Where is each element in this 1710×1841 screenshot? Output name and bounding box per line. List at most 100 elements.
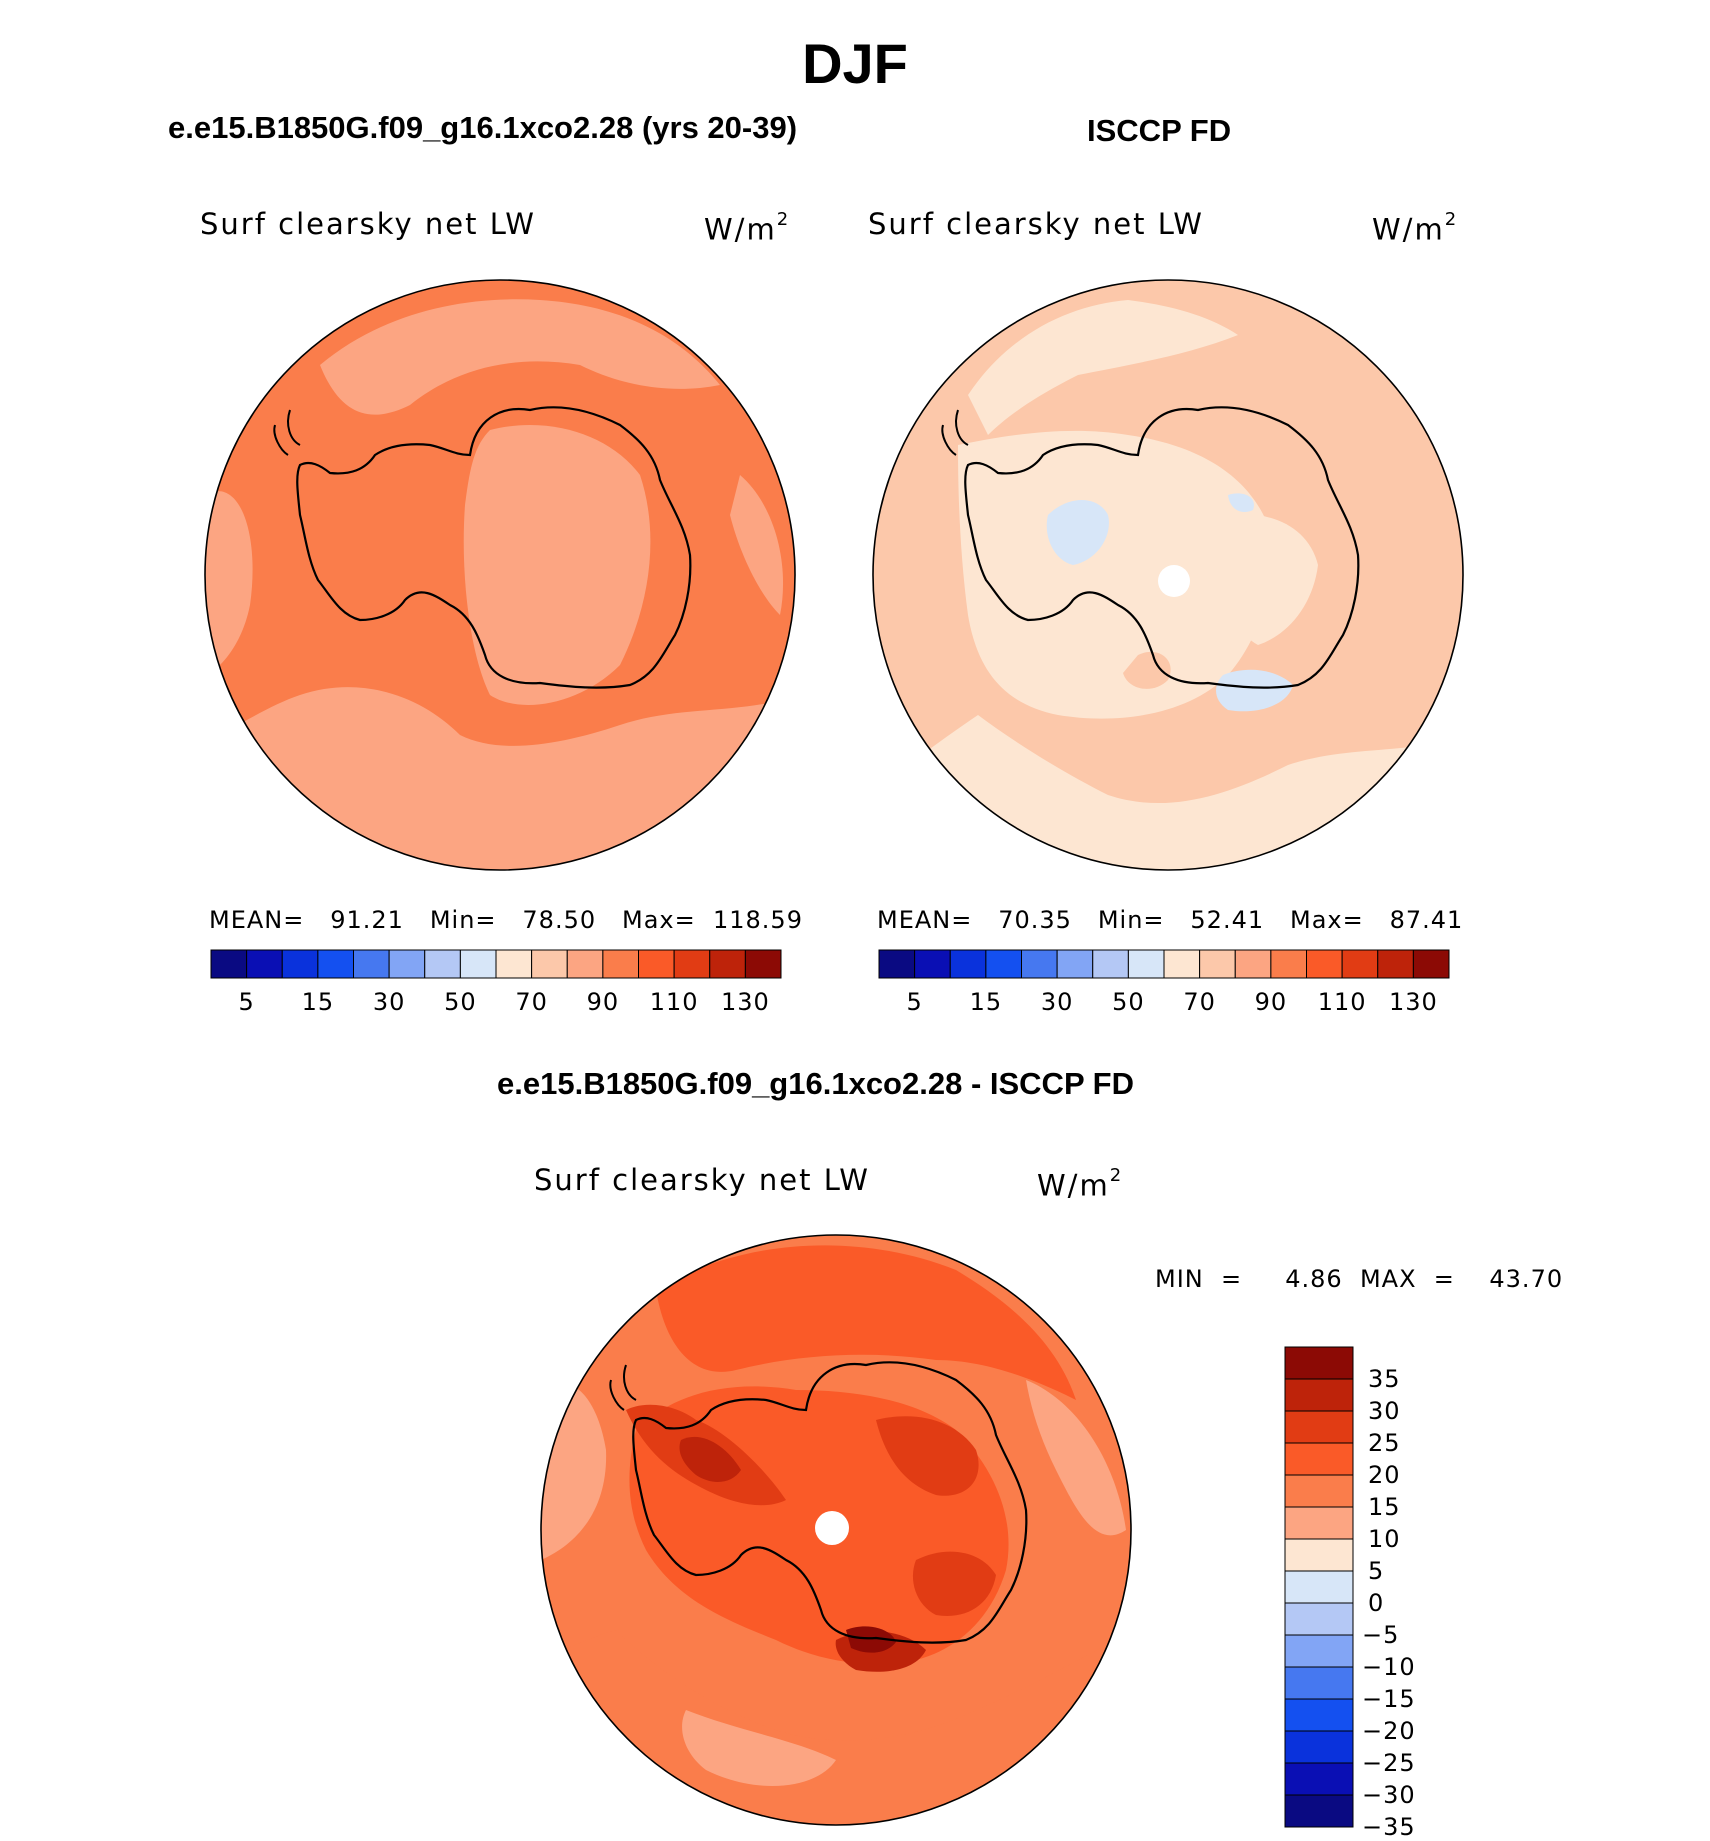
colorbar-swatch — [1284, 1602, 1354, 1636]
colorbar-tick-label: 15 — [1368, 1493, 1401, 1521]
colorbar-swatch — [495, 949, 533, 979]
colorbar-tick-label: 15 — [301, 988, 335, 1016]
colorbar-tick-label: 70 — [515, 988, 548, 1016]
colorbar-swatch — [1284, 1378, 1354, 1412]
colorbar-tick-label: 130 — [1388, 988, 1438, 1016]
diff-stats: MIN = 4.86 MAX = 43.70 — [1155, 1265, 1564, 1293]
diff-colorbar — [1284, 1346, 1354, 1828]
colorbar-tick-label: 35 — [1368, 1365, 1401, 1393]
colorbar-swatch — [1412, 949, 1450, 979]
colorbar-tick-label: 5 — [1368, 1557, 1385, 1585]
colorbar-swatch — [949, 949, 987, 979]
colorbar-swatch — [1377, 949, 1414, 979]
colorbar-tick-label: 15 — [969, 988, 1003, 1016]
model-stats: MEAN= 91.21 Min= 78.50 Max= 118.59 — [209, 906, 803, 934]
colorbar-tick-label: −30 — [1362, 1781, 1416, 1809]
colorbar-swatch — [459, 949, 497, 979]
model-colorbar — [210, 949, 782, 979]
colorbar-tick-label: 90 — [1254, 988, 1288, 1016]
colorbar-tick-label: 10 — [1368, 1525, 1401, 1553]
colorbar-swatch — [1284, 1442, 1354, 1476]
colorbar-swatch — [1284, 1506, 1354, 1540]
obs-map-negative-patch — [1046, 500, 1109, 565]
colorbar-tick-label: 70 — [1183, 988, 1216, 1016]
colorbar-swatch — [1306, 949, 1343, 979]
figure-title: DJF — [802, 32, 908, 95]
colorbar-tick-label: 5 — [906, 988, 923, 1016]
model-colorbar-ticks: 5 15 30 50 70 90 110 130 — [211, 988, 781, 1018]
colorbar-tick-label: 110 — [1317, 988, 1367, 1016]
obs-units-label: W/m2 — [1372, 209, 1459, 247]
obs-antarctica-coastline — [964, 406, 1360, 689]
obs-stats: MEAN= 70.35 Min= 52.41 Max= 87.41 — [877, 906, 1464, 934]
colorbar-swatch — [914, 949, 951, 979]
model-variable-label: Surf clearsky net LW — [200, 207, 536, 241]
obs-case-title: ISCCP FD — [1087, 113, 1232, 148]
model-units-label: W/m2 — [704, 209, 791, 247]
colorbar-swatch — [744, 949, 782, 979]
colorbar-tick-label: −35 — [1362, 1813, 1416, 1841]
colorbar-swatch — [1163, 949, 1201, 979]
colorbar-swatch — [1284, 1762, 1354, 1796]
colorbar-swatch — [566, 949, 604, 979]
colorbar-swatch — [281, 949, 319, 979]
colorbar-swatch — [1284, 1794, 1354, 1828]
colorbar-swatch — [878, 949, 916, 979]
colorbar-swatch — [1284, 1474, 1354, 1508]
colorbar-swatch — [424, 949, 461, 979]
colorbar-swatch — [1284, 1538, 1354, 1572]
colorbar-tick-label: 30 — [1368, 1397, 1401, 1425]
colorbar-swatch — [1092, 949, 1129, 979]
colorbar-tick-label: 130 — [720, 988, 770, 1016]
colorbar-swatch — [1199, 949, 1236, 979]
colorbar-swatch — [709, 949, 746, 979]
obs-colorbar-ticks: 5 15 30 50 70 90 110 130 — [879, 988, 1449, 1018]
colorbar-tick-label: 30 — [1040, 988, 1074, 1016]
obs-pole-hole — [1158, 565, 1190, 597]
colorbar-swatch — [210, 949, 248, 979]
colorbar-swatch — [985, 949, 1022, 979]
colorbar-tick-label: −10 — [1362, 1653, 1416, 1681]
colorbar-tick-label: 30 — [372, 988, 406, 1016]
colorbar-swatch — [1021, 949, 1058, 979]
diff-polar-map — [540, 1234, 1132, 1826]
colorbar-swatch — [1341, 949, 1379, 979]
colorbar-swatch — [1284, 1570, 1354, 1604]
colorbar-tick-label: 20 — [1368, 1461, 1401, 1489]
colorbar-swatch — [246, 949, 283, 979]
diff-variable-label: Surf clearsky net LW — [534, 1163, 870, 1197]
colorbar-tick-label: 90 — [586, 988, 620, 1016]
diff-pole-hole — [815, 1511, 849, 1545]
colorbar-swatch — [388, 949, 426, 979]
colorbar-tick-label: −20 — [1362, 1717, 1416, 1745]
model-case-title: e.e15.B1850G.f09_g16.1xco2.28 (yrs 20-39… — [168, 110, 798, 145]
obs-variable-label: Surf clearsky net LW — [868, 207, 1204, 241]
obs-polar-map — [872, 279, 1464, 871]
colorbar-swatch — [1056, 949, 1094, 979]
colorbar-swatch — [1284, 1634, 1354, 1668]
colorbar-tick-label: −25 — [1362, 1749, 1416, 1777]
colorbar-swatch — [638, 949, 675, 979]
colorbar-tick-label: −15 — [1362, 1685, 1416, 1713]
model-polar-map — [204, 279, 796, 871]
colorbar-tick-label: 50 — [444, 988, 477, 1016]
colorbar-tick-label: 50 — [1112, 988, 1145, 1016]
colorbar-tick-label: 110 — [649, 988, 699, 1016]
colorbar-swatch — [353, 949, 390, 979]
colorbar-swatch — [1234, 949, 1272, 979]
colorbar-swatch — [531, 949, 568, 979]
obs-map-lightest-region — [968, 300, 1238, 435]
colorbar-tick-label: 5 — [238, 988, 255, 1016]
model-map-light-region — [320, 299, 720, 415]
diff-antarctica-coastline — [632, 1361, 1028, 1644]
colorbar-tick-label: 0 — [1368, 1589, 1385, 1617]
obs-colorbar — [878, 949, 1450, 979]
colorbar-swatch — [1284, 1666, 1354, 1700]
diff-case-title: e.e15.B1850G.f09_g16.1xco2.28 - ISCCP FD — [497, 1066, 1134, 1101]
colorbar-swatch — [1284, 1698, 1354, 1732]
diff-units-label: W/m2 — [1037, 1165, 1124, 1203]
colorbar-tick-label: 25 — [1368, 1429, 1401, 1457]
colorbar-swatch — [1284, 1730, 1354, 1764]
colorbar-swatch — [1127, 949, 1165, 979]
colorbar-swatch — [602, 949, 639, 979]
